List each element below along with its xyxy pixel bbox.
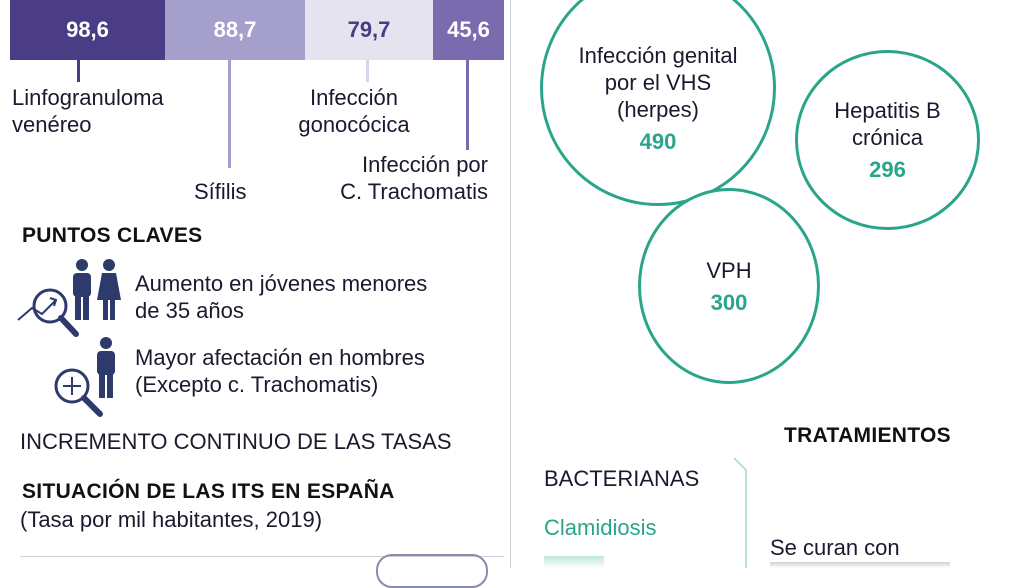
bar-value: 88,7 [213, 17, 257, 42]
bar-value: 79,7 [347, 17, 391, 42]
curan-text: Se curan con [770, 535, 900, 560]
situacion-subtitle: (Tasa por mil habitantes, 2019) [20, 507, 323, 532]
incremento-text: INCREMENTO CONTINUO DE LAS TASAS [20, 429, 452, 454]
label-linfogranuloma: Linfogranuloma venéreo [12, 84, 164, 138]
woman-icon [96, 258, 122, 320]
magnifier-plus-icon [50, 366, 106, 418]
bar-value: 45,6 [447, 17, 490, 42]
curan-fade-line [770, 562, 950, 568]
bar-value: 98,6 [66, 17, 109, 42]
label-line: C. Trachomatis [340, 179, 488, 204]
man-icon [70, 258, 94, 320]
text-line: Mayor afectación en hombres [135, 345, 425, 370]
puntos-claves-heading: PUNTOS CLAVES [22, 224, 203, 247]
column-divider [510, 0, 511, 568]
label-line: gonocócica [298, 112, 410, 137]
label-line: Infección [309, 85, 399, 110]
leader-line-linfogranuloma [77, 60, 80, 82]
circle-label: VPH [706, 257, 752, 283]
bottom-pill [376, 554, 488, 588]
leader-line-trachomatis [466, 60, 469, 150]
circle-hepatitis: Hepatitis B crónica 296 [795, 50, 980, 230]
label-trachomatis: Infección por C. Trachomatis [320, 151, 488, 205]
bottom-rule [20, 556, 504, 557]
circle-vph: VPH 300 [638, 188, 820, 384]
circle-value: 296 [869, 157, 906, 182]
leader-line-sifilis [228, 60, 231, 168]
magnifier-trend-icon [16, 282, 82, 340]
situacion-heading: SITUACIÓN DE LAS ITS EN ESPAÑA [22, 480, 395, 503]
teal-fade-line [544, 556, 604, 568]
circle-label: Infección genital [578, 42, 738, 68]
bar-segment-sifilis: 88,7 [165, 0, 305, 60]
circle-value: 490 [639, 128, 677, 154]
leader-line-gonococica [366, 60, 369, 82]
punto-1-text: Aumento en jóvenes menores de 35 años [135, 270, 427, 324]
label-line: venéreo [12, 112, 92, 137]
man-icon [94, 336, 118, 398]
circle-label: por el VHS [604, 69, 712, 95]
bar-segment-trachomatis: 45,6 [433, 0, 504, 60]
circle-label: (herpes) [617, 96, 699, 122]
bracket [732, 457, 748, 568]
text-line: Aumento en jóvenes menores [135, 271, 428, 296]
bacterianas-label: BACTERIANAS [544, 466, 700, 491]
punto-2-text: Mayor afectación en hombres (Excepto c. … [135, 344, 425, 398]
bar-segment-gonococica: 79,7 [305, 0, 433, 60]
label-gonococica: Infección gonocócica [287, 84, 421, 138]
text-line: (Excepto c. Trachomatis) [135, 372, 379, 397]
tratamientos-heading: TRATAMIENTOS [784, 424, 951, 447]
circle-label: Hepatitis B [834, 98, 941, 123]
clamidiosis-label: Clamidiosis [544, 515, 657, 540]
circle-herpes: Infección genital por el VHS (herpes) 49… [540, 0, 776, 206]
rates-bar: 98,6 88,7 79,7 45,6 [10, 0, 504, 60]
bar-segment-linfogranuloma: 98,6 [10, 0, 165, 60]
circle-label: crónica [852, 125, 923, 150]
label-sifilis: Sífilis [194, 179, 247, 204]
circle-value: 300 [710, 289, 748, 315]
label-line: Linfogranuloma [12, 85, 164, 110]
text-line: de 35 años [135, 298, 244, 323]
label-line: Infección por [362, 152, 488, 177]
